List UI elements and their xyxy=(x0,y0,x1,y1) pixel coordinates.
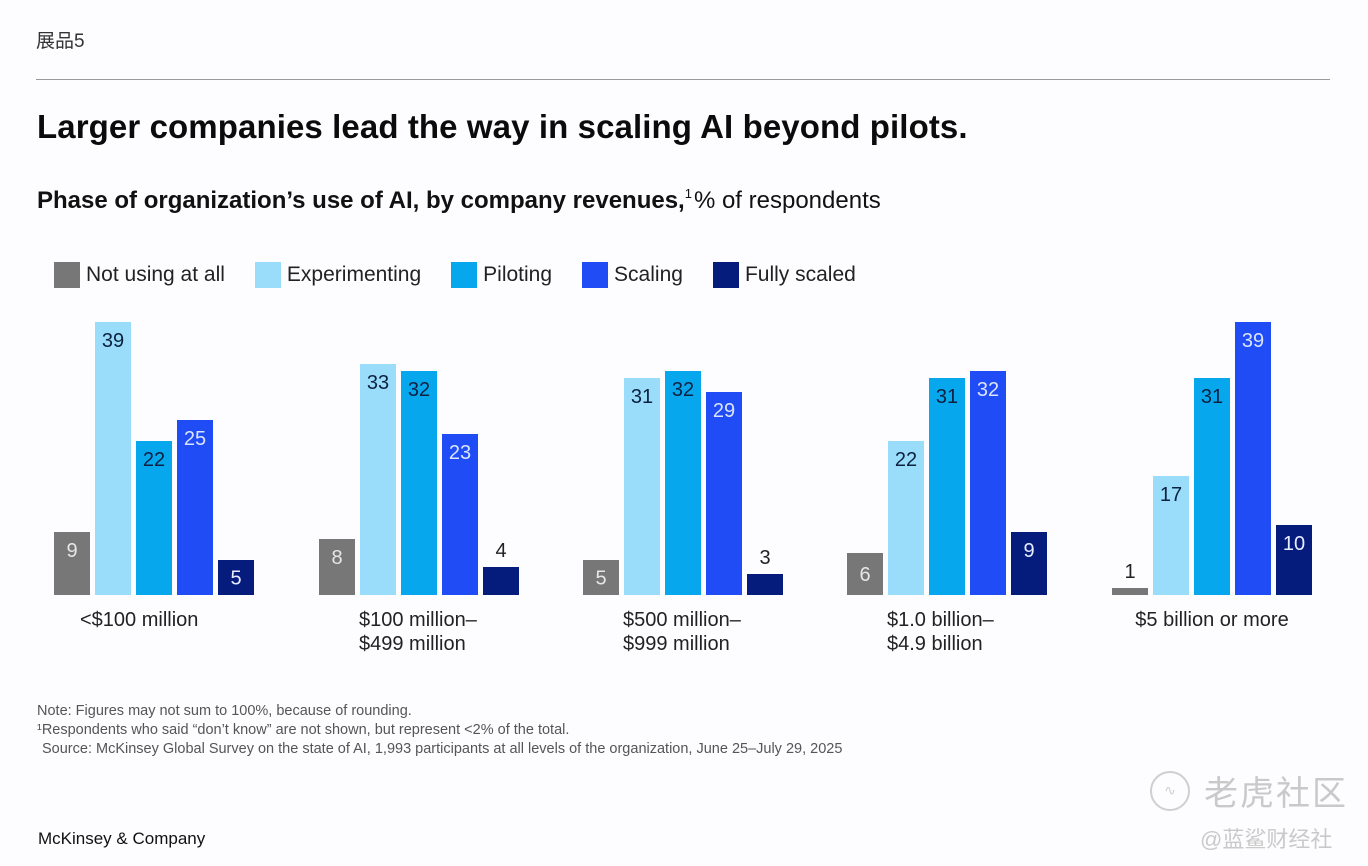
legend-item-fully-scaled: Fully scaled xyxy=(712,262,856,288)
bar-experimenting xyxy=(888,441,924,595)
data-label: 39 xyxy=(1242,330,1264,352)
legend-item-experimenting: Experimenting xyxy=(254,262,422,288)
legend-swatch xyxy=(712,262,739,288)
header-divider xyxy=(36,79,1330,80)
data-label: 31 xyxy=(1201,386,1223,408)
bar-piloting xyxy=(665,371,701,595)
bar-group: 8 33 32 23 4 $100 million–$499 million xyxy=(319,364,519,655)
bar-scaling xyxy=(177,420,213,595)
bar-fully-scaled xyxy=(1276,525,1312,595)
category-label: $4.9 billion xyxy=(887,633,983,655)
brand-logo: McKinsey & Company xyxy=(38,829,206,848)
bar-piloting xyxy=(136,441,172,595)
note-source: Source: McKinsey Global Survey on the st… xyxy=(42,741,843,757)
data-label: 32 xyxy=(977,379,999,401)
legend-label: Fully scaled xyxy=(744,263,856,286)
bar-scaling xyxy=(1235,322,1271,595)
data-label: 9 xyxy=(1023,540,1034,562)
bar-scaling xyxy=(970,371,1006,595)
subtitle-main: Phase of organization’s use of AI, by co… xyxy=(37,187,685,214)
data-label: 25 xyxy=(184,428,206,450)
category-label: <$100 million xyxy=(80,609,198,631)
legend-item-not-using: Not using at all xyxy=(54,262,225,288)
category-label: $500 million– xyxy=(623,609,742,631)
category-label: $499 million xyxy=(359,633,466,655)
chart-title: Larger companies lead the way in scaling… xyxy=(37,108,968,145)
note-rounding: Note: Figures may not sum to 100%, becau… xyxy=(37,703,412,719)
legend-label: Not using at all xyxy=(86,263,225,286)
data-label: 29 xyxy=(713,400,735,422)
data-label: 32 xyxy=(672,379,694,401)
bar-fully-scaled xyxy=(1011,532,1047,595)
category-label: $1.0 billion– xyxy=(887,609,995,631)
data-label: 9 xyxy=(66,540,77,562)
bar-group: 6 22 31 32 9 $1.0 billion–$4.9 billion xyxy=(847,371,1047,655)
data-label: 10 xyxy=(1283,533,1305,555)
bar-group: 9 39 22 25 5 <$100 million xyxy=(54,322,254,631)
category-label: $5 billion or more xyxy=(1135,609,1288,631)
data-label: 31 xyxy=(936,386,958,408)
bar-experimenting xyxy=(624,378,660,595)
bar-experimenting xyxy=(360,364,396,595)
chart-notes: Note: Figures may not sum to 100%, becau… xyxy=(37,702,842,759)
data-label: 31 xyxy=(631,386,653,408)
bar-fully-scaled xyxy=(218,560,254,595)
data-label: 5 xyxy=(230,568,241,590)
bar-fully-scaled xyxy=(747,574,783,595)
bar-experimenting xyxy=(95,322,131,595)
bar-group: 5 31 32 29 3 $500 million–$999 million xyxy=(583,371,783,655)
legend-swatch xyxy=(54,262,80,288)
bar-not-using xyxy=(54,532,90,595)
legend-label: Scaling xyxy=(614,263,683,286)
note-dont-know: ¹Respondents who said “don’t know” are n… xyxy=(37,722,570,738)
data-label: 22 xyxy=(895,449,917,471)
chart-legend: Not using at all Experimenting Piloting … xyxy=(54,262,886,288)
data-label: 6 xyxy=(859,564,870,586)
data-label: 23 xyxy=(449,442,471,464)
data-label: 33 xyxy=(367,372,389,394)
data-label: 3 xyxy=(759,547,770,569)
bar-scaling xyxy=(706,392,742,595)
data-label: 22 xyxy=(143,449,165,471)
tiger-logo-icon: ∿ xyxy=(1150,770,1190,811)
bar-not-using xyxy=(1112,588,1148,595)
legend-label: Piloting xyxy=(483,263,553,286)
legend-swatch xyxy=(582,262,609,288)
bar-not-using xyxy=(319,539,355,595)
category-label: $100 million– xyxy=(359,609,478,631)
legend-swatch xyxy=(451,262,478,288)
data-label: 4 xyxy=(495,540,506,562)
watermark-logo: ∿ 老虎社区 xyxy=(1150,766,1348,815)
bar-piloting xyxy=(929,378,965,595)
data-label: 17 xyxy=(1160,484,1182,506)
legend-swatch xyxy=(254,262,281,288)
bar-fully-scaled xyxy=(483,567,519,595)
bar-experimenting xyxy=(1153,476,1189,595)
bar-piloting xyxy=(1194,378,1230,595)
data-label: 39 xyxy=(102,330,124,352)
watermark-logo-text: 老虎社区 xyxy=(1204,775,1348,813)
watermark-handle: @蓝鲨财经社 xyxy=(1200,827,1333,852)
bar-not-using xyxy=(847,553,883,595)
data-label: 5 xyxy=(595,568,606,590)
category-label: $999 million xyxy=(623,633,730,655)
bar-group: 1 17 31 39 10 $5 billion or more xyxy=(1112,322,1312,631)
footnote-mark: 1 xyxy=(684,186,692,201)
data-label: 8 xyxy=(331,547,342,569)
chart-subtitle: Phase of organization’s use of AI, by co… xyxy=(37,186,881,215)
data-label: 1 xyxy=(1124,561,1135,583)
bar-piloting xyxy=(401,371,437,595)
legend-label: Experimenting xyxy=(286,263,422,286)
bar-not-using xyxy=(583,560,619,595)
data-label: 32 xyxy=(408,379,430,401)
bar-scaling xyxy=(442,434,478,595)
exhibit-label: 展品5 xyxy=(36,31,85,52)
subtitle-unit: % of respondents xyxy=(693,187,881,214)
legend-item-scaling: Scaling xyxy=(582,262,683,288)
legend-item-piloting: Piloting xyxy=(451,262,552,288)
